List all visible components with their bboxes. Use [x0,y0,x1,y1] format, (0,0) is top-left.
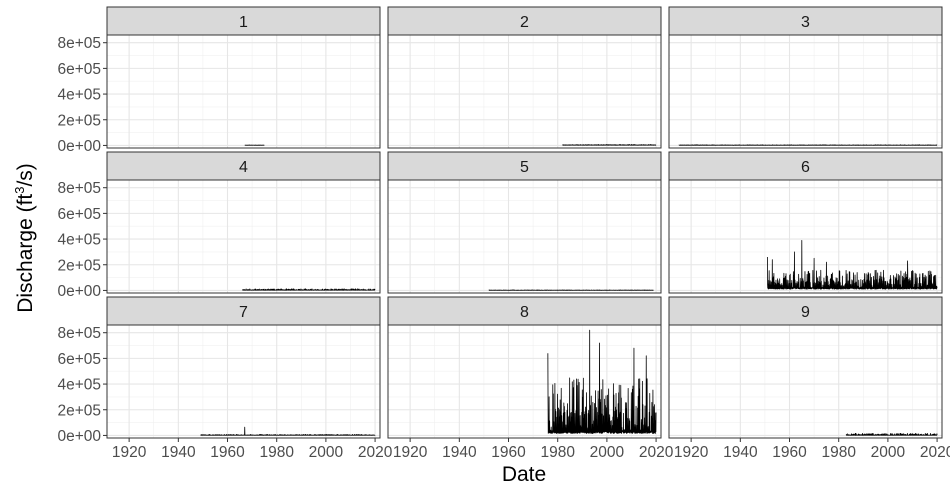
facet-strip-label: 9 [801,304,810,321]
x-tick-label: 1940 [161,444,196,461]
x-tick-label: 2020 [639,444,674,461]
y-tick-label: 4e+05 [57,377,101,394]
facet-strip-label: 4 [239,159,248,176]
y-tick-label: 2e+05 [57,257,101,274]
axes: 0e+00 2e+05 4e+05 6e+05 8e+05 0e+00 2e+05 4e+05… [57,35,950,461]
x-tick-label: 1980 [259,444,294,461]
x-tick-label: 1940 [442,444,477,461]
x-tick-label: 1960 [772,444,807,461]
x-axis-title: Date [502,463,546,486]
x-tick-label: 1980 [540,444,575,461]
y-tick-label: 0e+00 [57,428,101,445]
facet-panels: 1 2 3 4 5 6 7 8 9 [106,6,943,439]
x-tick-label: 2020 [920,444,950,461]
x-tick-label: 2020 [358,444,393,461]
facet-panel-9: 9 [668,296,943,439]
panel-border [387,179,662,294]
facet-strip-label: 8 [520,304,529,321]
discharge-series-line [766,239,938,290]
discharge-series-line [562,144,657,146]
panel-border [106,34,381,149]
facet-strip [668,151,943,181]
x-tick-label: 2000 [590,444,625,461]
x-tick-label: 1920 [112,444,147,461]
panel-border [668,324,943,439]
y-tick-label: 6e+05 [57,206,101,223]
facet-panel-4: 4 [106,151,381,294]
facet-strip [668,6,943,36]
facet-strip [668,296,943,326]
facet-strip [106,6,381,36]
facet-strip [387,6,662,36]
x-tick-label: 1980 [821,444,856,461]
x-tick-label: 1920 [393,444,428,461]
facet-strip [106,296,381,326]
discharge-series-line [200,426,376,436]
panel-background [388,180,661,293]
facet-strip [387,296,662,326]
facet-panel-2: 2 [387,6,662,149]
facet-panel-6: 6 [668,151,943,294]
facet-strip-label: 2 [520,14,529,31]
y-tick-label: 8e+05 [57,180,101,197]
y-tick-label: 0e+00 [57,283,101,300]
facet-strip-label: 5 [520,159,529,176]
panel-background [107,325,380,438]
x-tick-label: 1960 [491,444,526,461]
panel-border [387,324,662,439]
panel-background [107,35,380,148]
x-tick-label: 2000 [871,444,906,461]
facet-strip-label: 6 [801,159,810,176]
discharge-series-line [845,432,938,436]
x-tick-label: 1940 [723,444,758,461]
y-tick-label: 2e+05 [57,112,101,129]
x-tick-label: 1960 [210,444,245,461]
x-tick-label: 1920 [674,444,709,461]
y-tick-label: 6e+05 [57,351,101,368]
panel-background [669,325,942,438]
facet-strip-label: 7 [239,304,248,321]
y-tick-label: 8e+05 [57,35,101,52]
facet-panel-5: 5 [387,151,662,294]
facet-panel-7: 7 [106,296,381,439]
discharge-series-line [547,329,657,434]
panel-background [107,180,380,293]
y-tick-label: 8e+05 [57,325,101,342]
x-tick-label: 2000 [309,444,344,461]
discharge-series-line [678,144,938,146]
y-tick-label: 2e+05 [57,402,101,419]
panel-border [387,34,662,149]
panel-border [668,179,943,294]
y-axis-title: Discharge (ft3/s) [12,163,37,313]
panel-border [668,34,943,149]
panel-background [669,35,942,148]
facet-panel-3: 3 [668,6,943,149]
y-tick-label: 0e+00 [57,138,101,155]
facet-panel-1: 1 [106,6,381,149]
panel-border [106,179,381,294]
y-tick-label: 4e+05 [57,232,101,249]
y-tick-label: 4e+05 [57,87,101,104]
panel-background [388,35,661,148]
panel-border [106,324,381,439]
discharge-series-line [242,288,376,291]
facet-panel-8: 8 [387,296,662,439]
facet-strip-label: 1 [239,14,248,31]
y-tick-label: 6e+05 [57,61,101,78]
facet-strip-label: 3 [801,14,810,31]
